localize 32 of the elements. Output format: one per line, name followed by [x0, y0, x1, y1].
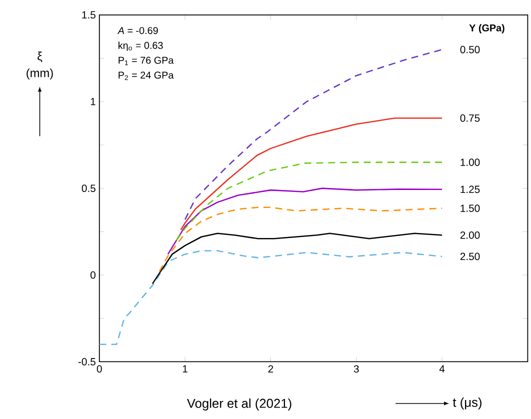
series-label: 2.50 [460, 252, 480, 260]
legend-title: Y (GPa) [469, 24, 504, 34]
line-series [98, 250, 443, 345]
x-tick-label: 0 [96, 365, 102, 372]
annotation: kη$_{o}$ = 0.63 [118, 41, 163, 51]
line-series [152, 232, 443, 284]
y-tick-label: 1 [90, 98, 96, 105]
series-label: 2.00 [460, 231, 480, 239]
x-tick-label: 1 [182, 365, 188, 372]
series-label: 1.00 [460, 158, 480, 166]
series-label: 1.50 [460, 204, 480, 212]
series-label: 0.75 [460, 114, 480, 122]
annotation: P$_{2}$ = 24 GPa [118, 71, 174, 80]
y-tick-label: 1.5 [82, 11, 96, 18]
y-tick-label: -0.5 [78, 358, 96, 366]
annotation: P$_{1}$ = 76 GPa [118, 56, 174, 65]
x-tick-label: 4 [439, 365, 445, 372]
x-tick-label: 3 [354, 365, 359, 372]
x-tick-label: 2 [268, 365, 274, 372]
x-axis-title: t (μs) [452, 397, 482, 410]
series-label: 0.50 [460, 46, 480, 54]
line-series [167, 187, 443, 255]
line-series [158, 206, 443, 272]
text: Vogler et al (2021) [186, 398, 292, 410]
y-tick-label: 0 [90, 271, 96, 279]
line-series [180, 117, 443, 230]
line-series [176, 161, 443, 241]
y-tick-label: 0.5 [82, 184, 96, 192]
line-series [184, 48, 443, 220]
series-label: 1.25 [460, 186, 480, 193]
y-axis-title: ξ (mm) [26, 51, 53, 80]
annotation: A = -0.69 [117, 26, 158, 34]
